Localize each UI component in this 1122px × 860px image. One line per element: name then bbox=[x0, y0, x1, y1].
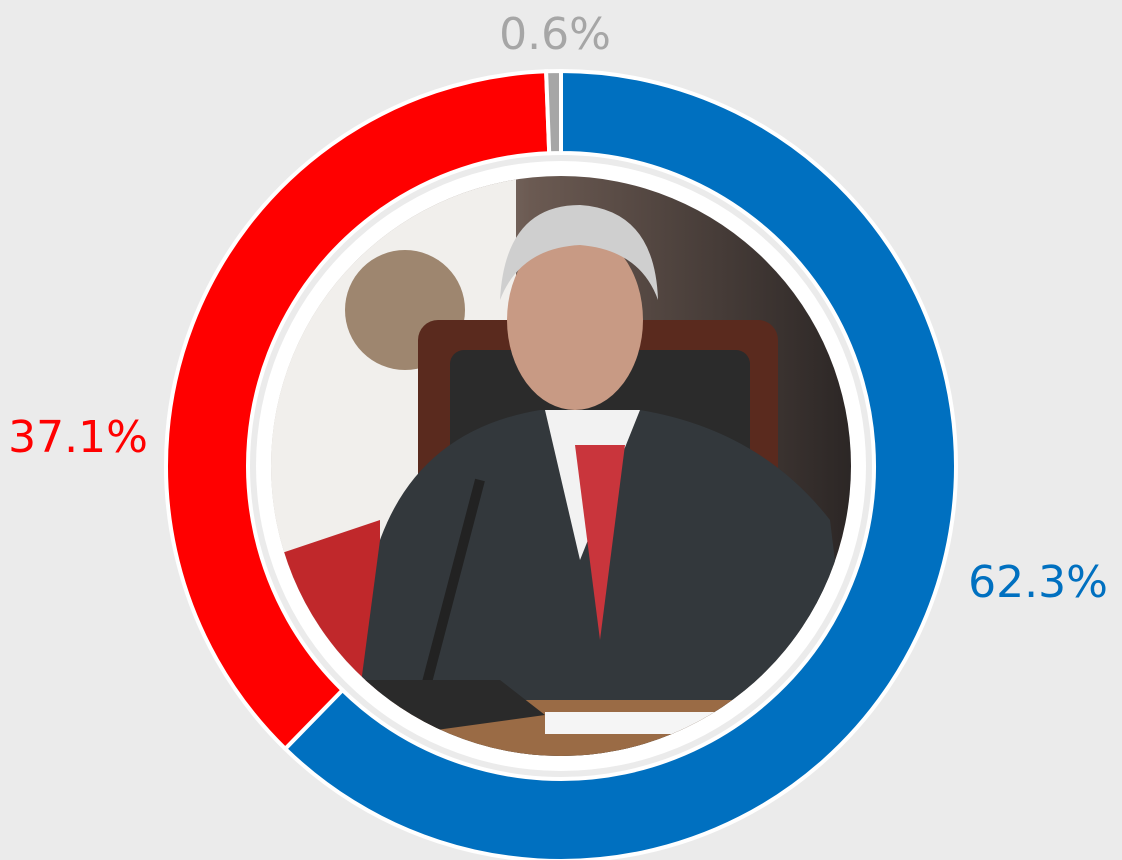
data-label: 0.6% bbox=[499, 9, 611, 60]
donut-segment bbox=[164, 69, 552, 752]
data-label: 62.3% bbox=[968, 557, 1108, 608]
donut-segment bbox=[544, 68, 563, 156]
donut-segment bbox=[282, 68, 958, 860]
data-label: 37.1% bbox=[8, 412, 148, 463]
